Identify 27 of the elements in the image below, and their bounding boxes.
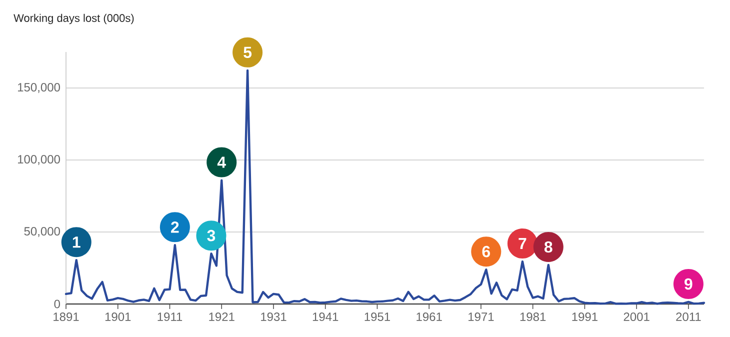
x-tick-label: 1971: [468, 312, 494, 322]
annotation: 2: [171, 222, 179, 233]
x-tick-label: 1941: [312, 312, 338, 322]
x-tick-label: 1981: [520, 312, 546, 322]
annotation: 3: [207, 230, 216, 242]
y-tick-label: 100,000: [18, 155, 60, 165]
y-tick-label: 50,000: [24, 227, 60, 237]
chart-title: Working days lost (000s): [14, 14, 134, 24]
x-tick-label: 1921: [209, 312, 234, 322]
x-tick-label: 1951: [364, 312, 390, 322]
annotation: 8: [544, 241, 552, 253]
annotation: 5: [244, 46, 252, 58]
annotation: 7: [518, 238, 526, 250]
x-tick-label: 1911: [158, 312, 182, 322]
x-tick-label: 1901: [105, 312, 131, 322]
x-tick-label: 2001: [624, 312, 650, 322]
x-tick-label: 2011: [676, 312, 701, 322]
x-tick-label: 1991: [572, 312, 598, 322]
annotation: 9: [684, 278, 692, 290]
annotation: 6: [482, 246, 490, 258]
y-tick-label: 150,000: [18, 83, 60, 93]
x-tick-label: 1961: [416, 312, 442, 322]
x-tick-label: 1931: [261, 312, 286, 322]
annotation: 4: [217, 156, 226, 168]
x-tick-label: 1891: [54, 312, 79, 322]
annotation: 1: [72, 236, 80, 248]
y-tick-label: 0: [54, 300, 60, 308]
